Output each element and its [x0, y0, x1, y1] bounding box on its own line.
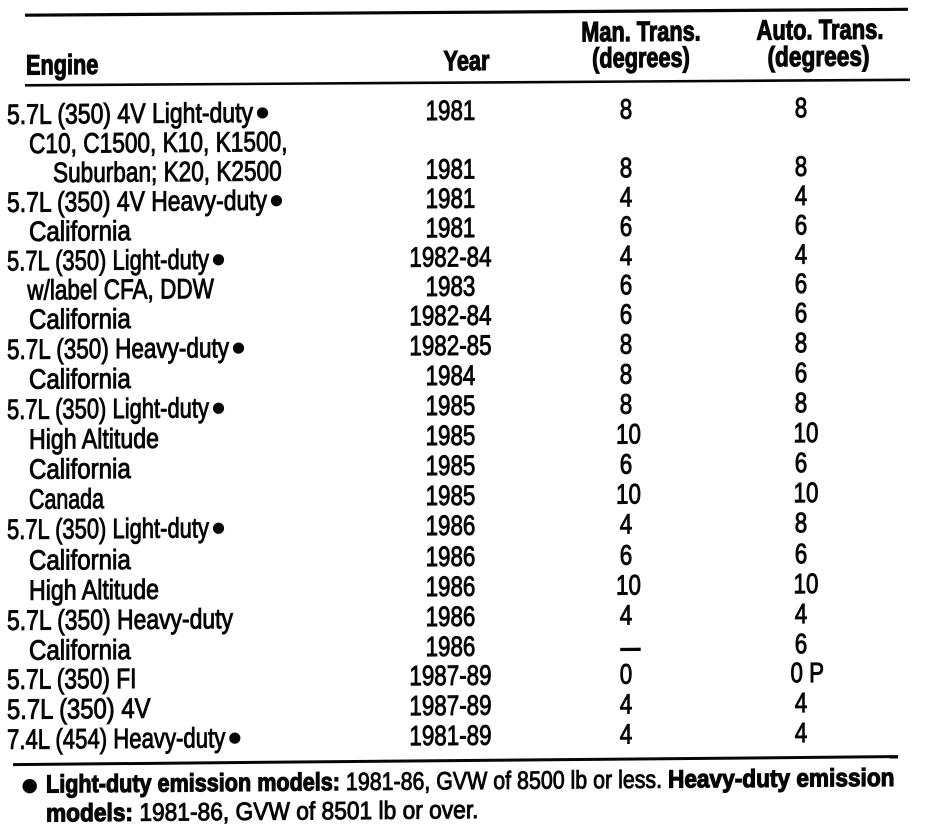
svg-text:1987-89: 1987-89 — [409, 660, 491, 692]
svg-text:1985: 1985 — [426, 390, 476, 421]
svg-text:California: California — [29, 544, 131, 576]
svg-text:5.7L (350) Light-duty: 5.7L (350) Light-duty — [7, 512, 209, 545]
svg-text:8: 8 — [620, 389, 633, 420]
svg-text:1981-86, GVW of 8500 lb or les: 1981-86, GVW of 8500 lb or less. — [340, 766, 668, 797]
svg-text:6: 6 — [795, 538, 808, 569]
svg-text:1981-86, GVW of 8501 lb or ove: 1981-86, GVW of 8501 lb or over. — [133, 796, 479, 827]
svg-text:7.4L (454) Heavy-duty: 7.4L (454) Heavy-duty — [7, 722, 225, 755]
svg-text:1985: 1985 — [426, 480, 476, 511]
svg-text:6: 6 — [795, 268, 808, 299]
svg-text:8: 8 — [795, 151, 808, 182]
svg-text:0 P: 0 P — [791, 657, 825, 688]
svg-text:California: California — [29, 634, 131, 666]
svg-text:California: California — [29, 215, 131, 247]
svg-text:1981: 1981 — [426, 212, 476, 243]
svg-text:10: 10 — [616, 569, 641, 600]
svg-text:1984: 1984 — [426, 360, 476, 391]
svg-text:6: 6 — [620, 540, 633, 571]
svg-text:10: 10 — [794, 568, 819, 599]
svg-text:4: 4 — [795, 687, 808, 718]
svg-text:(degrees): (degrees) — [592, 42, 690, 74]
svg-text:0: 0 — [620, 659, 633, 690]
svg-text:6: 6 — [620, 269, 633, 300]
svg-text:5.7L (350) Light-duty: 5.7L (350) Light-duty — [7, 392, 209, 425]
svg-text:4: 4 — [620, 600, 633, 631]
svg-text:California: California — [29, 303, 131, 335]
svg-text:1985: 1985 — [426, 420, 476, 451]
svg-text:1985: 1985 — [426, 450, 476, 481]
svg-text:10: 10 — [616, 418, 641, 449]
svg-text:10: 10 — [794, 417, 819, 448]
svg-text:6: 6 — [795, 357, 808, 388]
svg-text:1986: 1986 — [426, 601, 476, 632]
svg-text:8: 8 — [620, 329, 633, 360]
svg-text:6: 6 — [795, 628, 808, 659]
svg-text:Canada: Canada — [29, 483, 104, 515]
svg-text:California: California — [29, 453, 131, 485]
svg-text:1986: 1986 — [426, 541, 476, 572]
svg-text:models:: models: — [46, 799, 133, 828]
svg-text:6: 6 — [620, 299, 633, 330]
svg-text:Suburban; K20, K2500: Suburban; K20, K2500 — [53, 155, 282, 188]
svg-text:High Altitude: High Altitude — [29, 574, 159, 606]
svg-text:8: 8 — [795, 387, 808, 418]
svg-text:10: 10 — [616, 478, 641, 509]
svg-text:5.7L (350) 4V Light-duty: 5.7L (350) 4V Light-duty — [7, 97, 253, 130]
svg-text:6: 6 — [620, 211, 633, 242]
svg-text:5.7L (350) Light-duty: 5.7L (350) Light-duty — [7, 244, 209, 277]
svg-text:4: 4 — [620, 509, 633, 540]
svg-text:4: 4 — [620, 719, 633, 750]
svg-text:1981: 1981 — [426, 153, 476, 184]
svg-text:5.7L (350) 4V Heavy-duty: 5.7L (350) 4V Heavy-duty — [7, 185, 267, 218]
svg-text:California: California — [29, 363, 131, 395]
svg-text:8: 8 — [620, 152, 633, 183]
svg-text:8: 8 — [795, 327, 808, 358]
svg-text:8: 8 — [795, 92, 808, 123]
svg-text:4: 4 — [795, 717, 808, 748]
svg-text:Light-duty emission models:: Light-duty emission models: — [46, 768, 340, 798]
svg-text:4: 4 — [795, 239, 808, 270]
svg-text:1981: 1981 — [426, 95, 476, 126]
svg-text:Auto. Trans.: Auto. Trans. — [757, 14, 884, 46]
svg-text:6: 6 — [795, 297, 808, 328]
svg-text:4: 4 — [795, 598, 808, 629]
svg-text:8: 8 — [620, 94, 633, 125]
svg-text:w/label CFA, DDW: w/label CFA, DDW — [26, 273, 214, 305]
svg-text:Heavy-duty emission: Heavy-duty emission — [668, 764, 895, 794]
svg-text:8: 8 — [795, 507, 808, 538]
svg-text:1982-84: 1982-84 — [409, 241, 491, 273]
svg-text:1983: 1983 — [426, 271, 476, 302]
svg-text:10: 10 — [794, 477, 819, 508]
svg-text:High Altitude: High Altitude — [29, 423, 159, 455]
svg-text:1986: 1986 — [426, 631, 476, 662]
svg-text:1982-84: 1982-84 — [409, 300, 491, 332]
svg-text:4: 4 — [620, 181, 633, 212]
svg-text:Man. Trans.: Man. Trans. — [581, 15, 700, 47]
svg-text:4: 4 — [620, 689, 633, 720]
svg-text:4: 4 — [620, 240, 633, 271]
svg-text:1986: 1986 — [426, 510, 476, 541]
svg-text:5.7L (350) 4V: 5.7L (350) 4V — [7, 693, 151, 725]
svg-text:6: 6 — [795, 209, 808, 240]
svg-text:1981-89: 1981-89 — [409, 720, 491, 752]
svg-text:1982-85: 1982-85 — [409, 330, 491, 362]
svg-text:5.7L (350) Heavy-duty: 5.7L (350) Heavy-duty — [7, 603, 233, 636]
svg-text:5.7L (350) Heavy-duty: 5.7L (350) Heavy-duty — [7, 332, 229, 365]
svg-text:Year: Year — [444, 45, 490, 76]
svg-text:Engine: Engine — [26, 49, 98, 81]
svg-text:1986: 1986 — [426, 571, 476, 602]
svg-text:8: 8 — [620, 359, 633, 390]
svg-text:4: 4 — [795, 180, 808, 211]
svg-text:6: 6 — [795, 447, 808, 478]
svg-text:6: 6 — [620, 449, 633, 480]
svg-text:1981: 1981 — [426, 183, 476, 214]
svg-text:C10, C1500, K10, K1500,: C10, C1500, K10, K1500, — [29, 126, 288, 159]
svg-text:5.7L (350) FI: 5.7L (350) FI — [7, 663, 137, 695]
svg-text:(degrees): (degrees) — [768, 41, 870, 73]
svg-text:1987-89: 1987-89 — [409, 690, 491, 722]
